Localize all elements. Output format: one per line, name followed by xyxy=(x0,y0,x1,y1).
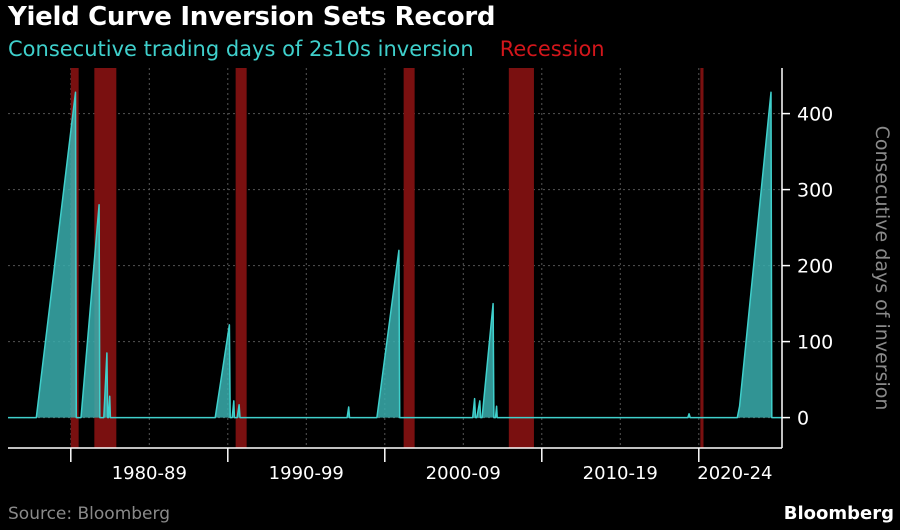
y-axis-title: Consecutive days of inversion xyxy=(871,126,893,411)
x-tick-label: 2010-19 xyxy=(583,463,658,484)
series-line xyxy=(8,91,782,419)
legend-recession-label: Recession xyxy=(499,37,605,61)
x-tick-label: 2020-24 xyxy=(697,463,772,484)
chart-title: Yield Curve Inversion Sets Record xyxy=(8,2,496,32)
y-tick-label: 100 xyxy=(797,332,833,354)
y-tick-label: 300 xyxy=(797,180,833,202)
x-tick-label: 2000-09 xyxy=(426,463,501,484)
y-tick-label: 200 xyxy=(797,256,833,278)
source-note: Source: Bloomberg xyxy=(8,504,170,524)
legend-series-label: Consecutive trading days of 2s10s invers… xyxy=(8,37,474,61)
recession-band xyxy=(700,68,704,448)
bloomberg-logo: Bloomberg xyxy=(783,503,894,524)
recession-band xyxy=(403,68,415,448)
x-tick-label: 1990-99 xyxy=(269,463,344,484)
y-tick-label: 400 xyxy=(797,104,833,126)
x-tick-label: 1980-89 xyxy=(112,463,187,484)
legend: Consecutive trading days of 2s10s invers… xyxy=(8,37,605,61)
recession-band xyxy=(235,68,247,448)
series-area xyxy=(8,92,782,418)
y-tick-label: 0 xyxy=(797,408,809,430)
recession-band xyxy=(508,68,534,448)
